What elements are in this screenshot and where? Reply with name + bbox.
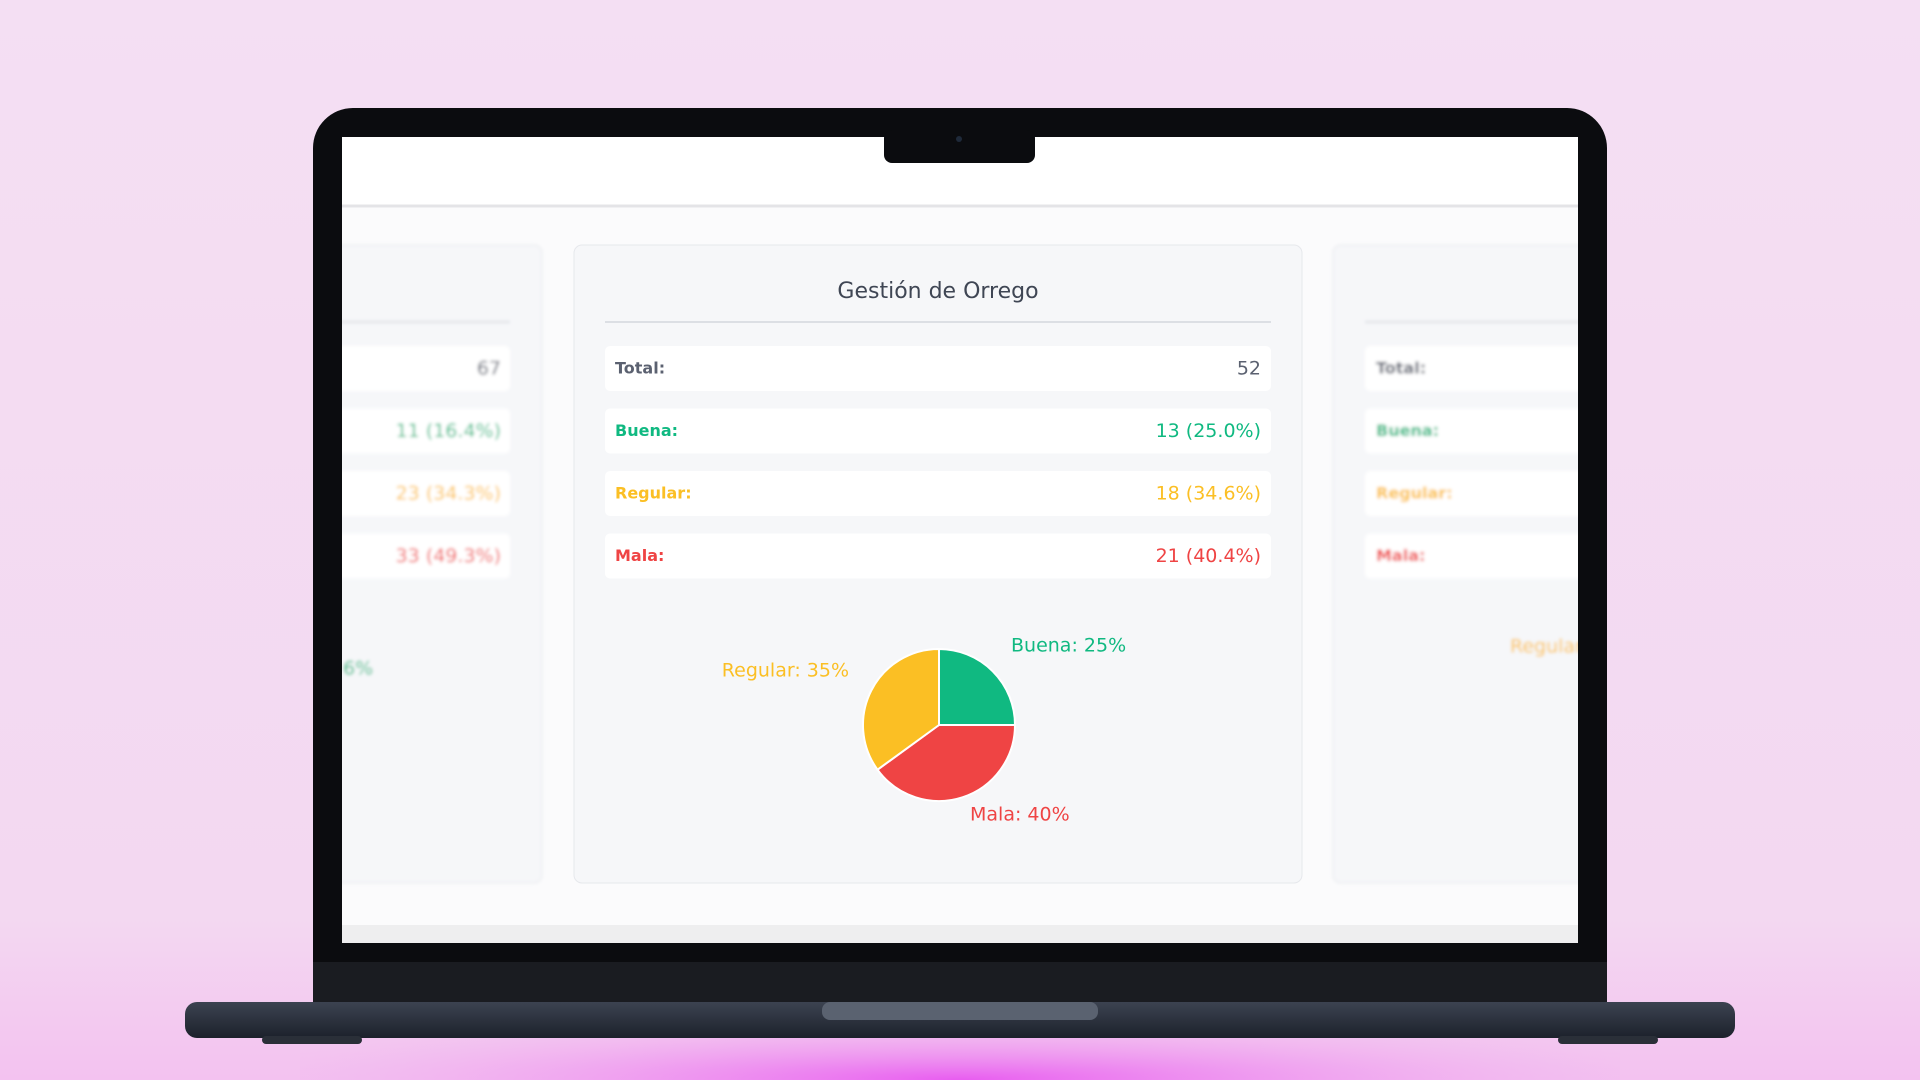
foot bbox=[262, 1036, 362, 1044]
row bbox=[342, 408, 510, 454]
row bbox=[605, 408, 1271, 454]
row-value: 11 (16.4%) bbox=[396, 420, 501, 442]
row bbox=[605, 533, 1271, 579]
row bbox=[605, 471, 1271, 516]
center-card: Gestión de Orrego Total: 52 Buena: 13 (25.0%… bbox=[573, 244, 1303, 884]
camera bbox=[956, 136, 962, 142]
row-value: 13 (25.0%) bbox=[1156, 420, 1261, 442]
pie-label: Mala: 40% bbox=[970, 804, 1070, 826]
row-label: Total: bbox=[1376, 359, 1426, 378]
screen-bottom bbox=[342, 925, 1578, 943]
row-label: Mala: bbox=[1376, 546, 1425, 565]
row-value: 23 (34.3%) bbox=[396, 483, 501, 505]
row-label: Regular: bbox=[615, 484, 692, 503]
row-value: 52 bbox=[1237, 358, 1261, 380]
foot bbox=[1558, 1036, 1658, 1044]
screen: 67 11 (16.4%) 23 (34.3%) 33 (49.3%) 6% Gesti… bbox=[342, 137, 1583, 943]
row-value: 21 (40.4%) bbox=[1156, 545, 1261, 567]
row-label: Buena: bbox=[615, 421, 678, 440]
row-label: Total: bbox=[615, 359, 665, 378]
pie-slice bbox=[876, 724, 1017, 802]
pie-slice bbox=[862, 647, 940, 772]
row bbox=[342, 346, 510, 391]
row bbox=[1365, 471, 1578, 516]
right-card: Total: Buena: Regular: Mala: Regular bbox=[1332, 244, 1583, 884]
row-label: Mala: bbox=[615, 546, 664, 565]
pie-label: 6% bbox=[343, 658, 373, 680]
row bbox=[342, 533, 510, 579]
card-title: Gestión de Orrego bbox=[837, 279, 1038, 304]
row bbox=[605, 346, 1271, 391]
row-value: 67 bbox=[477, 358, 501, 380]
row bbox=[1365, 533, 1578, 579]
notch bbox=[884, 130, 1035, 163]
row-label: Regular: bbox=[1376, 484, 1453, 503]
lid-notch bbox=[822, 1002, 1098, 1020]
row-value: 33 (49.3%) bbox=[396, 545, 501, 567]
bezel-bottom bbox=[313, 962, 1607, 1002]
row bbox=[1365, 408, 1578, 454]
row-value: 18 (34.6%) bbox=[1156, 483, 1261, 505]
row bbox=[342, 471, 510, 516]
pie-slice bbox=[938, 647, 1017, 726]
left-card: 67 11 (16.4%) 23 (34.3%) 33 (49.3%) 6% bbox=[342, 244, 543, 884]
pie-label: Regular: 35% bbox=[722, 660, 849, 682]
row bbox=[1365, 346, 1578, 391]
pie-label: Regular bbox=[1510, 636, 1583, 658]
pie-label: Buena: 25% bbox=[1011, 635, 1126, 657]
row-label: Buena: bbox=[1376, 421, 1439, 440]
